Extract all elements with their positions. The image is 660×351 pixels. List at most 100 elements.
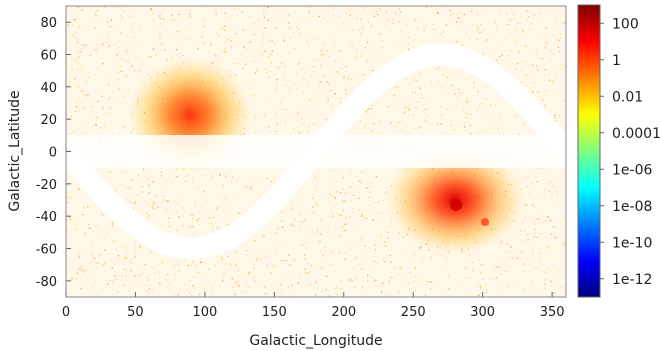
scatter-point — [279, 120, 282, 122]
scatter-point — [317, 38, 319, 40]
scatter-point — [539, 257, 541, 259]
scatter-point — [109, 279, 111, 281]
scatter-point — [111, 280, 114, 282]
scatter-point — [499, 10, 501, 12]
scatter-point — [515, 68, 517, 70]
scatter-point — [409, 244, 412, 246]
scatter-point — [70, 219, 72, 221]
scatter-point — [263, 14, 265, 17]
scatter-point — [224, 50, 227, 52]
scatter-point — [563, 22, 566, 24]
scatter-point — [123, 284, 125, 286]
scatter-point — [249, 41, 251, 43]
scatter-point — [450, 14, 452, 17]
scatter-point — [427, 281, 429, 283]
scatter-point — [335, 60, 337, 63]
scatter-point — [207, 226, 209, 228]
scatter-point — [148, 192, 151, 194]
scatter-point — [447, 109, 449, 111]
scatter-point — [72, 25, 74, 27]
scatter-point — [101, 45, 103, 47]
scatter-point — [387, 231, 389, 234]
scatter-point — [69, 133, 71, 135]
scatter-point — [300, 33, 302, 35]
scatter-point — [263, 16, 266, 18]
scatter-point — [97, 116, 99, 118]
scatter-point — [518, 133, 520, 135]
scatter-point — [254, 94, 256, 96]
scatter-point — [212, 230, 214, 232]
scatter-point — [429, 287, 431, 290]
scatter-point — [148, 184, 150, 186]
scatter-point — [254, 239, 256, 242]
scatter-point — [314, 176, 316, 178]
scatter-point — [224, 47, 226, 50]
scatter-point — [441, 87, 443, 89]
scatter-point — [258, 27, 260, 29]
scatter-point — [509, 19, 511, 21]
scatter-point — [153, 48, 155, 50]
scatter-point — [74, 11, 76, 13]
scatter-point — [469, 289, 471, 291]
scatter-point — [554, 235, 556, 237]
scatter-point — [267, 19, 269, 21]
scatter-point — [225, 40, 227, 42]
scatter-point — [344, 230, 346, 232]
scatter-point — [313, 123, 315, 125]
scatter-point — [71, 68, 73, 71]
scatter-point — [454, 93, 456, 95]
scatter-point — [144, 263, 146, 266]
scatter-point — [266, 19, 268, 21]
scatter-point — [375, 175, 377, 178]
scatter-point — [87, 94, 89, 96]
scatter-point — [526, 19, 529, 22]
scatter-point — [381, 46, 383, 48]
scatter-point — [249, 16, 251, 18]
scatter-point — [545, 236, 548, 239]
scatter-point — [525, 74, 527, 76]
scatter-point — [91, 287, 93, 289]
scatter-point — [210, 222, 213, 225]
scatter-point — [477, 91, 479, 93]
scatter-point — [335, 226, 337, 228]
scatter-point — [166, 200, 168, 202]
scatter-point — [423, 27, 425, 29]
scatter-point — [249, 252, 251, 254]
scatter-point — [101, 105, 103, 108]
scatter-point — [264, 286, 266, 288]
scatter-point — [310, 214, 312, 217]
scatter-point — [349, 186, 352, 188]
scatter-point — [300, 19, 302, 21]
scatter-point — [407, 114, 410, 116]
scatter-point — [226, 198, 228, 200]
scatter-point — [138, 265, 140, 267]
scatter-point — [558, 39, 560, 42]
scatter-point — [518, 31, 520, 33]
scatter-point — [234, 293, 236, 296]
scatter-point — [292, 128, 294, 130]
scatter-point — [557, 194, 559, 196]
scatter-point — [203, 222, 205, 224]
scatter-point — [409, 271, 411, 273]
scatter-point — [487, 22, 489, 24]
scatter-point — [532, 71, 534, 73]
x-tick-label: 300 — [470, 305, 495, 320]
scatter-point — [281, 220, 283, 222]
scatter-point — [297, 112, 299, 114]
scatter-point — [206, 211, 208, 213]
scatter-point — [331, 264, 333, 266]
scatter-point — [189, 292, 191, 294]
scatter-point — [91, 245, 93, 247]
scatter-point — [313, 211, 315, 214]
scatter-point — [175, 41, 177, 43]
scatter-point — [540, 12, 542, 14]
scatter-point — [163, 10, 166, 12]
scatter-point — [78, 268, 80, 270]
scatter-point — [138, 71, 140, 74]
scatter-point — [465, 277, 467, 279]
scatter-point — [538, 57, 540, 59]
scatter-point — [313, 65, 315, 68]
scatter-point — [87, 235, 89, 238]
scatter-point — [276, 122, 278, 125]
scatter-point — [69, 216, 71, 219]
